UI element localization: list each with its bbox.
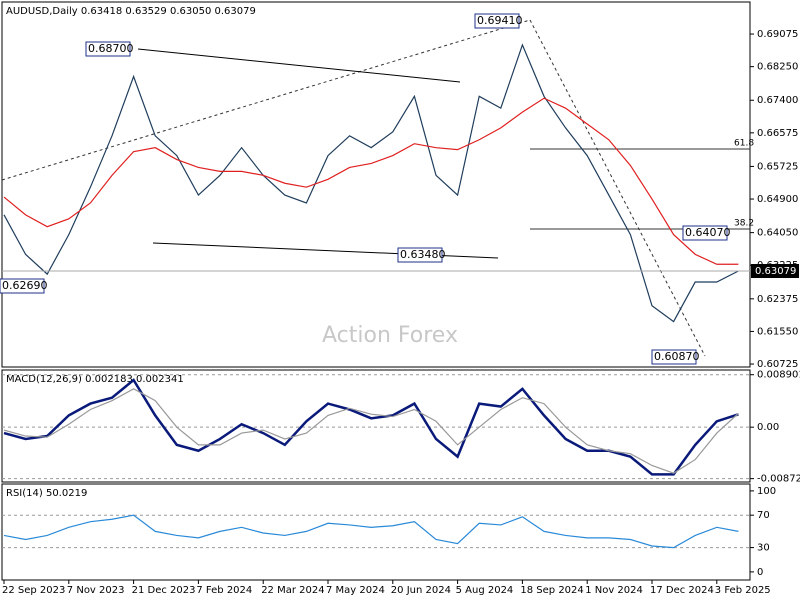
x-tick-label: 22 Mar 2024 — [261, 585, 324, 596]
y-tick-label: 0.60725 — [757, 359, 798, 370]
macd-title: MACD(12,26,9) 0.002183 0.002341 — [6, 374, 184, 385]
x-tick-label: 7 May 2024 — [326, 585, 385, 596]
x-tick-label: 22 Sep 2023 — [2, 585, 65, 596]
y-tick-label: 0.008901 — [757, 370, 800, 381]
y-tick-label: 70 — [757, 510, 770, 521]
y-tick-label: 0.68250 — [757, 62, 798, 73]
y-tick-label: 0 — [757, 567, 763, 578]
annotation-box — [474, 13, 520, 29]
price-panel — [1, 1, 751, 368]
x-tick-label: 5 Aug 2024 — [456, 585, 514, 596]
trend-line — [152, 242, 499, 259]
y-tick-label: 100 — [757, 486, 776, 497]
y-tick-label: 0.67400 — [757, 95, 798, 106]
annotation: 0.60870 — [654, 350, 700, 363]
series-line — [3, 388, 739, 474]
y-tick-label: 0.64900 — [757, 194, 798, 205]
y-tick-label: -0.008729 — [757, 474, 800, 485]
y-tick-label: 0.00 — [757, 422, 779, 433]
x-tick-label: 7 Feb 2024 — [196, 585, 252, 596]
series-line — [3, 97, 739, 265]
rsi-panel — [1, 483, 751, 581]
current-price-label: 0.63079 — [755, 266, 796, 277]
annotation: 0.64070 — [685, 226, 731, 239]
trend-line — [529, 19, 706, 357]
macd-panel — [1, 369, 751, 483]
x-tick-label: 18 Sep 2024 — [520, 585, 583, 596]
annotations: 0.68700 0.69410 0.62690 0.63480 0.60870 … — [0, 13, 754, 365]
annotation: 0.68700 — [88, 42, 134, 55]
annotation-box — [682, 225, 728, 241]
x-tick-label: 3 Feb 2025 — [715, 585, 771, 596]
annotation-box — [397, 247, 443, 263]
trend-line — [1, 19, 531, 181]
watermark: Action Forex — [322, 323, 458, 348]
series-line — [3, 514, 739, 549]
chart-title: AUDUSD,Daily 0.63418 0.63529 0.63050 0.6… — [6, 6, 256, 17]
annotation-box — [0, 278, 45, 294]
annotation: 0.69410 — [477, 14, 523, 27]
trend-line — [137, 48, 461, 83]
current-price-box — [751, 264, 799, 279]
series-line — [3, 43, 739, 323]
y-tick-label: 0.65725 — [757, 161, 798, 172]
annotation-box — [651, 349, 697, 365]
x-tick-label: 17 Dec 2024 — [650, 585, 714, 596]
y-tick-label: 0.66575 — [757, 128, 798, 139]
annotation-box — [85, 41, 131, 57]
annotation: 61.8 — [734, 139, 754, 149]
y-tick-label: 0.62375 — [757, 294, 798, 305]
x-tick-label: 1 Nov 2024 — [585, 585, 643, 596]
rsi-title: RSI(14) 50.0219 — [6, 488, 87, 499]
y-tick-label: 0.69075 — [757, 29, 798, 40]
y-tick-label: 30 — [757, 543, 770, 554]
x-tick-label: 20 Jun 2024 — [391, 585, 451, 596]
y-tick-label: 0.61550 — [757, 326, 798, 337]
y-tick-label: 0.64050 — [757, 228, 798, 239]
annotation: 0.62690 — [2, 279, 48, 292]
annotation: 0.63480 — [400, 248, 446, 261]
x-tick-label: 7 Nov 2023 — [67, 585, 125, 596]
x-tick-label: 21 Dec 2023 — [132, 585, 196, 596]
annotation: 38.2 — [734, 219, 754, 229]
series-line — [3, 378, 739, 476]
